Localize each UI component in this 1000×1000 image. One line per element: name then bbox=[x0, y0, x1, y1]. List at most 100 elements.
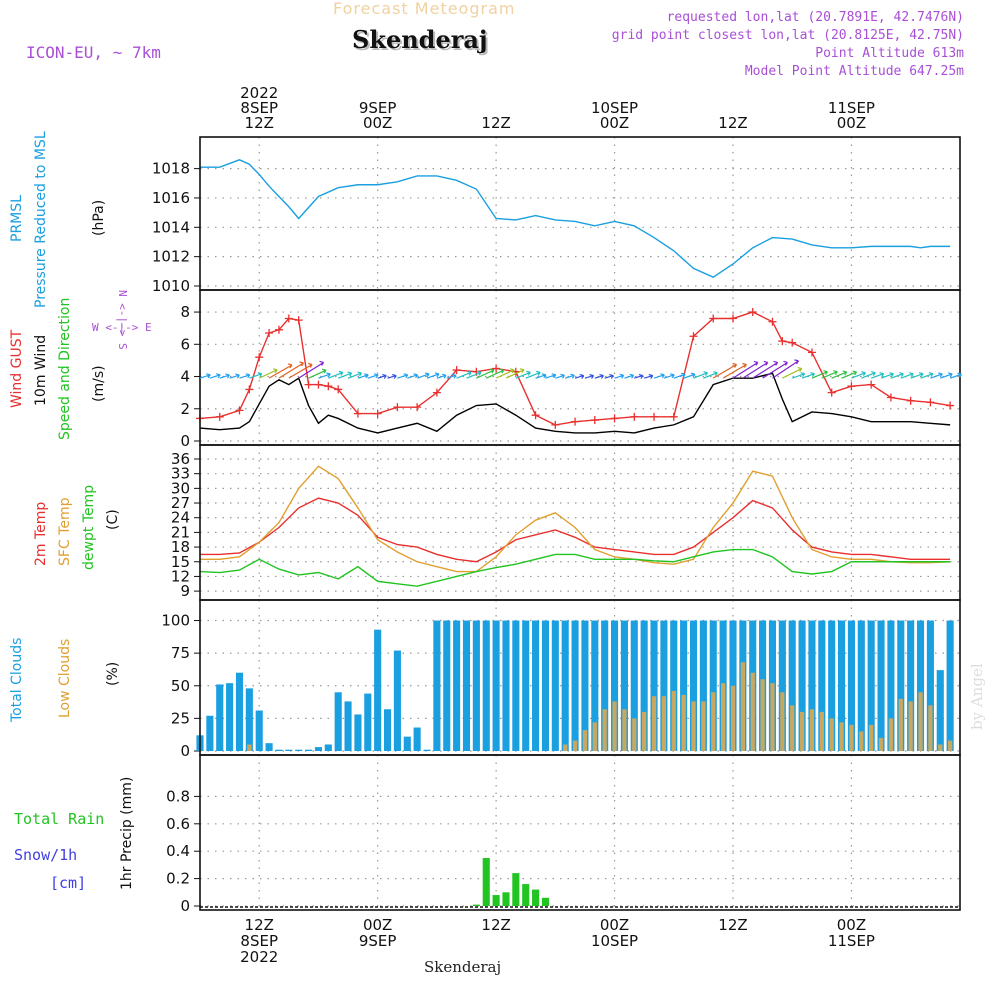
wind-arrow bbox=[485, 368, 505, 379]
bar-total-clouds bbox=[897, 620, 905, 751]
wind-arrow bbox=[890, 372, 904, 379]
wind-arrow bbox=[426, 372, 440, 379]
wind-arrow bbox=[268, 363, 293, 379]
gust-marker bbox=[373, 409, 382, 418]
bar-total-clouds bbox=[403, 736, 411, 751]
bar-total-clouds bbox=[433, 620, 441, 751]
wind-arrow bbox=[416, 372, 430, 379]
wind-arrow bbox=[258, 368, 278, 379]
wind-arrow bbox=[407, 373, 419, 379]
time-label-top: 12Z bbox=[245, 114, 274, 132]
gust-marker bbox=[274, 325, 283, 334]
wind-arrow bbox=[920, 372, 934, 379]
wind-arrow bbox=[466, 370, 482, 379]
bar-total-rain bbox=[532, 889, 540, 906]
bar-total-clouds bbox=[887, 620, 895, 751]
wind-arrow bbox=[782, 367, 803, 379]
wind-arrow bbox=[880, 372, 894, 379]
compass-we: W <-|-> E bbox=[92, 321, 152, 334]
bar-low-clouds bbox=[602, 709, 607, 751]
bar-total-clouds bbox=[788, 620, 796, 751]
bar-low-clouds bbox=[947, 740, 953, 751]
bar-total-clouds bbox=[818, 620, 826, 751]
bar-total-clouds bbox=[522, 620, 530, 751]
y-tick-label: 25 bbox=[171, 709, 190, 727]
wind-arrow bbox=[515, 370, 531, 379]
bar-low-clouds bbox=[622, 709, 627, 751]
wind-arrow bbox=[387, 373, 397, 379]
wind-arrow bbox=[199, 373, 211, 379]
wind-arrow bbox=[545, 373, 557, 379]
bar-total-clouds bbox=[245, 688, 253, 751]
gust-marker bbox=[413, 403, 422, 412]
gust-marker bbox=[768, 317, 777, 326]
time-label-top: 2022 bbox=[240, 84, 278, 102]
gust-marker bbox=[284, 314, 293, 323]
time-label-top: 8SEP bbox=[240, 99, 278, 117]
bar-total-clouds bbox=[295, 749, 303, 751]
series-line-dewpt-temp bbox=[199, 548, 951, 587]
bar-total-clouds bbox=[689, 620, 698, 751]
bar-low-clouds bbox=[632, 718, 637, 751]
precip-total-rain-label: Total Rain bbox=[14, 810, 105, 828]
bar-total-clouds bbox=[235, 672, 244, 751]
gust-marker bbox=[867, 380, 876, 389]
time-label-bottom: 8SEP bbox=[240, 932, 278, 950]
wind-arrow bbox=[436, 373, 447, 379]
bar-low-clouds bbox=[770, 683, 775, 751]
bar-low-clouds bbox=[829, 718, 834, 751]
gust-marker bbox=[886, 393, 895, 402]
wind-arrow bbox=[910, 372, 924, 379]
point-altitude: Point Altitude 613m bbox=[815, 46, 964, 61]
wind-arrow bbox=[555, 373, 566, 379]
gust-marker bbox=[215, 412, 224, 421]
time-label-bottom: 00Z bbox=[600, 916, 629, 934]
wind-arrow bbox=[930, 372, 943, 379]
bar-total-clouds bbox=[699, 620, 707, 751]
wind-arrow bbox=[604, 373, 614, 379]
gust-marker bbox=[728, 314, 737, 323]
series-line-10m-wind bbox=[199, 372, 951, 434]
wind-arrow bbox=[900, 372, 914, 379]
series-line-2m-temp bbox=[200, 497, 951, 563]
bar-total-clouds bbox=[610, 620, 619, 751]
wind-arrow bbox=[367, 373, 379, 379]
gust-marker bbox=[304, 380, 313, 389]
precip-snow-unit: [cm] bbox=[50, 874, 87, 892]
wind-arrow bbox=[841, 370, 858, 379]
bar-total-clouds bbox=[670, 620, 678, 751]
bar-low-clouds bbox=[642, 711, 647, 751]
gust-marker bbox=[255, 353, 264, 362]
wind-arrow bbox=[308, 368, 327, 379]
y-tick-label: 9 bbox=[180, 582, 190, 600]
bar-total-clouds bbox=[374, 629, 382, 751]
y-tick-label: 0.4 bbox=[166, 842, 190, 860]
bar-total-clouds bbox=[828, 620, 836, 751]
footer-location: Skenderaj bbox=[424, 958, 502, 976]
gust-marker bbox=[630, 412, 639, 421]
wind-arrow bbox=[683, 372, 696, 379]
wind-arrow bbox=[476, 368, 495, 379]
bar-total-clouds bbox=[798, 620, 806, 751]
bar-total-clouds bbox=[334, 692, 342, 751]
wind-arrow bbox=[831, 370, 848, 379]
y-tick-label: 100 bbox=[161, 612, 190, 630]
y-tick-label: 15 bbox=[171, 553, 190, 571]
requested-coords: requested lon,lat (20.7891E, 42.7476N) bbox=[666, 10, 964, 25]
gust-marker bbox=[531, 411, 540, 420]
bar-total-clouds bbox=[393, 650, 401, 751]
wind-arrow bbox=[337, 371, 353, 379]
grid-point-coords: grid point closest lon,lat (20.8125E, 42… bbox=[611, 28, 964, 43]
wind-arrow bbox=[584, 373, 595, 379]
bar-total-clouds bbox=[275, 749, 283, 751]
bar-low-clouds bbox=[592, 722, 597, 751]
bar-total-rain bbox=[541, 897, 550, 906]
bar-total-clouds bbox=[778, 620, 786, 751]
bar-total-clouds bbox=[847, 620, 855, 751]
wind-arrow bbox=[673, 372, 686, 379]
gust-marker bbox=[353, 409, 362, 418]
bar-total-clouds bbox=[808, 620, 816, 751]
wind-arrow bbox=[229, 373, 240, 379]
gust-marker bbox=[265, 329, 274, 338]
location-title: Skenderaj bbox=[352, 25, 488, 54]
